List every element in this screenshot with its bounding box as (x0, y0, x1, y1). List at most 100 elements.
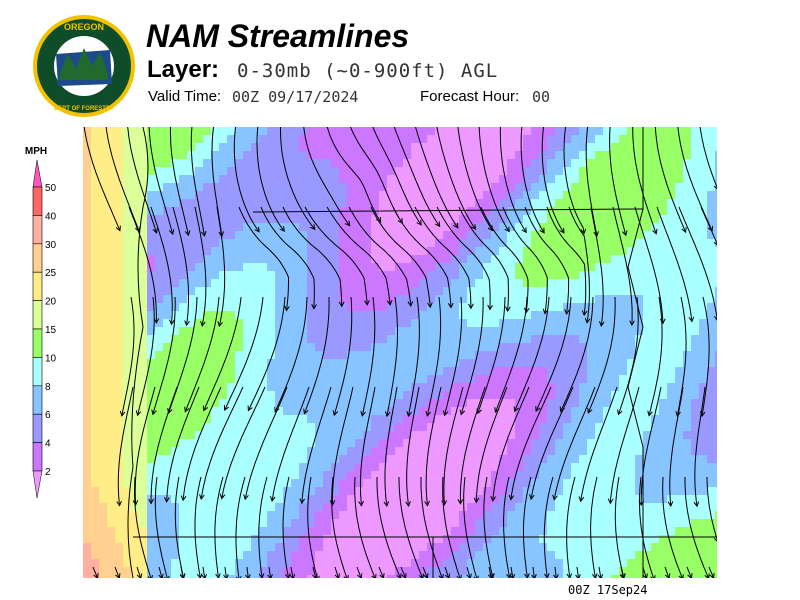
streamline-arrow (153, 318, 160, 324)
streamline (590, 476, 598, 578)
streamline (477, 296, 506, 414)
streamline-arrow (334, 573, 341, 578)
oregon-department-of-forestry-logo: OREGON DEPT OF FORESTRY (33, 15, 135, 117)
legend-swatch (32, 385, 43, 415)
streamline-arrow (148, 498, 154, 505)
streamline (184, 296, 220, 412)
streamline (312, 566, 317, 578)
streamline (233, 127, 260, 233)
streamline-arrow (169, 319, 175, 326)
legend-tick-label: 4 (45, 439, 51, 450)
streamline (117, 386, 134, 506)
streamline (333, 296, 353, 416)
streamline (492, 386, 530, 501)
streamline-arrow (459, 409, 466, 416)
streamline-arrow (235, 576, 242, 578)
legend-tick-label: 30 (45, 240, 57, 251)
streamline-arrow (678, 574, 684, 578)
streamline-arrow (184, 230, 191, 237)
streamline-arrow (115, 573, 121, 578)
streamline-arrow (200, 230, 207, 237)
streamline (148, 127, 174, 235)
streamline (488, 566, 492, 578)
streamline (614, 476, 625, 578)
streamline (585, 127, 598, 237)
streamline (224, 296, 264, 411)
streamline (303, 297, 330, 414)
streamline-arrow (587, 407, 593, 414)
streamline (203, 296, 242, 411)
streamline-arrow (647, 410, 653, 417)
streamline-arrow (332, 410, 339, 417)
layer-label: Layer: (147, 56, 220, 83)
legend-swatch (32, 357, 43, 387)
streamline-arrow (416, 219, 422, 226)
streamline-arrow (597, 573, 604, 578)
streamline-arrow (552, 494, 558, 501)
streamline-arrow (513, 406, 519, 413)
streamline (664, 566, 670, 578)
streamline-arrow (135, 410, 142, 417)
streamline-arrow (312, 573, 318, 578)
streamline-arrow (135, 226, 141, 233)
streamline-arrow (713, 241, 717, 246)
streamline-arrow (713, 538, 717, 542)
streamline (260, 206, 315, 309)
streamline-arrow (575, 574, 581, 578)
streamline-arrow (132, 500, 139, 506)
streamline-arrow (521, 227, 527, 234)
streamline (174, 476, 184, 578)
streamline (532, 566, 535, 578)
streamline (332, 386, 354, 505)
streamline-arrow (650, 575, 656, 578)
streamline (414, 206, 472, 309)
streamline-arrow (473, 575, 479, 578)
streamline-arrow (386, 299, 393, 306)
streamline-arrow (423, 573, 429, 578)
streamline (134, 386, 156, 505)
streamline (354, 476, 376, 578)
streamline-arrow (564, 309, 570, 316)
streamline-arrow (93, 573, 99, 578)
streamline (224, 566, 227, 578)
streamline-arrow (364, 300, 370, 306)
streamline-arrow (116, 500, 122, 507)
streamline (425, 386, 442, 506)
streamline-arrow (629, 320, 635, 327)
streamline (580, 386, 618, 502)
streamline (128, 206, 157, 323)
streamline-arrow (476, 408, 482, 415)
streamline (105, 127, 140, 232)
streamline-arrow (201, 573, 207, 578)
streamline (282, 476, 290, 578)
streamline-arrow (578, 496, 585, 503)
streamline-arrow (542, 308, 549, 315)
streamline-arrow (151, 409, 157, 416)
streamline-arrow (487, 304, 493, 311)
streamline-arrow (371, 573, 377, 578)
streamline (393, 127, 441, 227)
streamline-arrow (509, 573, 516, 578)
streamline (510, 386, 552, 500)
legend-tick-label: 15 (45, 325, 57, 336)
streamline (202, 566, 206, 578)
streamline (524, 206, 570, 315)
streamline (400, 566, 407, 578)
streamline (546, 206, 587, 316)
streamline (200, 386, 244, 500)
streamline-arrow (553, 574, 559, 578)
streamline-arrow (314, 575, 320, 578)
streamline (530, 386, 574, 500)
streamline-arrow (470, 224, 477, 231)
streamline (356, 566, 362, 578)
streamline-arrow (202, 405, 209, 412)
streamline-arrow (247, 405, 253, 412)
streamline (563, 127, 585, 234)
state-border (627, 208, 644, 578)
streamline-arrow (506, 573, 512, 578)
streamline (640, 386, 662, 506)
color-legend: MPH 50 40 30 25 20 15 10 8 6 4 2 (25, 146, 57, 499)
legend-tick-label: 2 (45, 467, 51, 478)
streamline (554, 566, 557, 578)
streamline-arrow (713, 315, 717, 321)
